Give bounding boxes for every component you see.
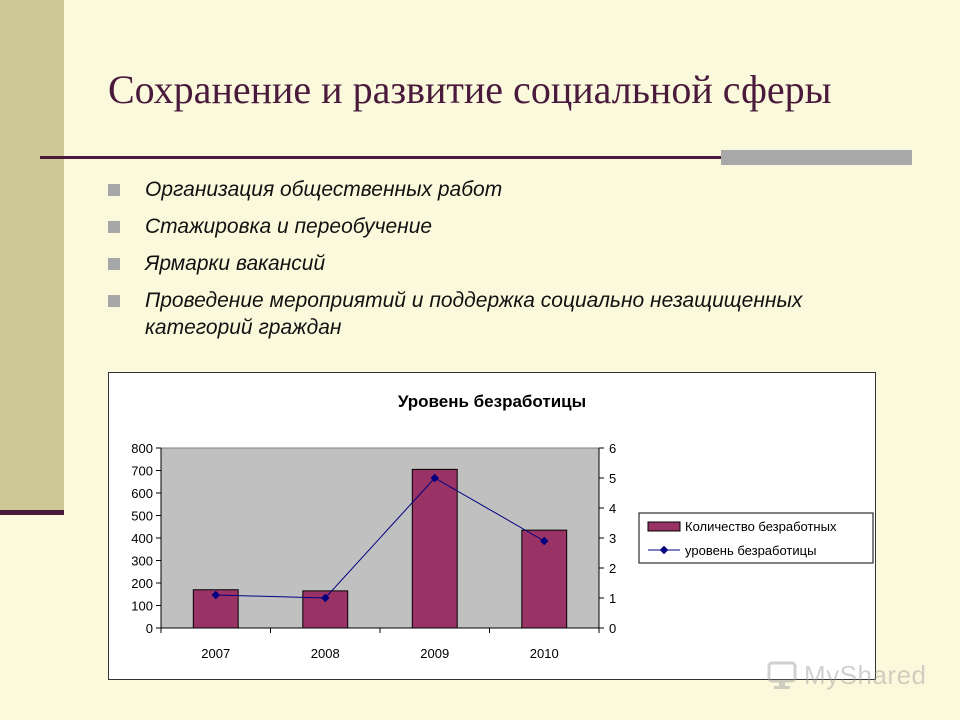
left-axis-tick-label: 400 [131, 531, 153, 546]
chart-canvas: Уровень безработицы 0 100 200 300 400 500 600 7… [131, 392, 874, 661]
square-bullet-icon [108, 221, 120, 233]
x-axis-tick-label: 2010 [530, 646, 559, 661]
chart-legend: Количество безработных уровень безработиц… [638, 512, 874, 564]
legend-label-bar: Количество безработных [685, 519, 837, 534]
watermark-text: MyShared [804, 659, 927, 690]
left-axis-tick-label: 0 [146, 621, 153, 636]
bullet-text: Проведение мероприятий и поддержка социа… [145, 289, 803, 339]
right-axis-tick-label: 6 [609, 441, 616, 456]
legend-bar-swatch [647, 521, 681, 532]
legend-box [638, 512, 874, 564]
square-bullet-icon [108, 184, 120, 196]
right-axis-tick-label: 1 [609, 591, 616, 606]
bar-2009 [411, 468, 458, 629]
left-axis-tick-label: 300 [131, 554, 153, 569]
right-axis-tick-label: 4 [609, 501, 616, 516]
x-axis-tick-label: 2007 [201, 646, 230, 661]
bullet-item: Организация общественных работ [108, 176, 848, 203]
square-bullet-icon [108, 258, 120, 270]
bullet-list: Организация общественных работ Стажировк… [108, 176, 848, 351]
bullet-item: Стажировка и переобучение [108, 213, 848, 240]
bullet-item: Проведение мероприятий и поддержка социа… [108, 287, 848, 341]
bullet-text: Стажировка и переобучение [145, 215, 433, 238]
bar-2010 [521, 529, 568, 629]
monitor-logo-icon [767, 661, 797, 689]
line-series-path [215, 477, 545, 599]
legend-label-line: уровень безработицы [685, 543, 816, 558]
right-axis-tick-label: 3 [609, 531, 616, 546]
title-divider [40, 156, 912, 159]
side-decor-line [0, 510, 64, 515]
chart-title: Уровень безработицы [398, 392, 586, 411]
unemployment-chart: Уровень безработицы 0 100 200 300 400 500 600 7… [108, 372, 876, 680]
left-axis-tick-label: 500 [131, 509, 153, 524]
line-point-2008 [321, 593, 330, 603]
bullet-text: Организация общественных работ [145, 178, 503, 201]
watermark: MyShared [766, 658, 927, 692]
bar-2008 [302, 590, 349, 629]
slide-title: Сохранение и развитие социальной сферы [108, 67, 832, 112]
bullet-item: Ярмарки вакансий [108, 250, 848, 277]
left-axis-tick-label: 200 [131, 576, 153, 591]
left-axis-tick-label: 100 [131, 599, 153, 614]
square-bullet-icon [108, 295, 120, 307]
x-axis-tick-label: 2009 [420, 646, 449, 661]
right-axis-tick-label: 5 [609, 471, 616, 486]
side-decor-band [0, 0, 64, 510]
x-axis-tick-label: 2008 [311, 646, 340, 661]
left-axis-tick-label: 700 [131, 464, 153, 479]
left-axis-tick-label: 800 [131, 441, 153, 456]
title-divider-accent [721, 150, 912, 165]
right-axis-tick-label: 0 [609, 621, 616, 636]
bullet-text: Ярмарки вакансий [145, 252, 326, 275]
left-axis-tick-label: 600 [131, 486, 153, 501]
right-axis-tick-label: 2 [609, 561, 616, 576]
line-point-2009 [430, 473, 439, 483]
